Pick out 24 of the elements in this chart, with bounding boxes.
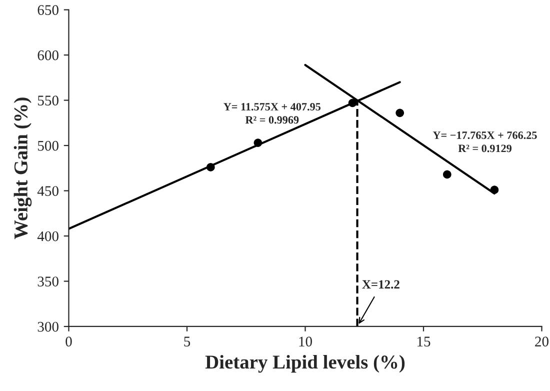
y-tick-label: 650 [38,5,58,15]
y-tick-label: 350 [38,276,58,286]
point [396,108,404,118]
point [442,170,452,179]
annotation: Y= 11.575X + 407.95 R² = 0.9969 [224,102,321,124]
x-tick-label: 5 [184,336,190,346]
y-tick-label: 300 [38,322,58,332]
y-axis-title: Weight Gain (%) [14,98,32,240]
point [348,98,357,108]
x-tick-label: 20 [535,336,548,346]
y-tick-label: 450 [37,186,58,196]
point [206,163,215,172]
x-tick-label: 10 [299,336,312,346]
x-axis-title: Dietary Lipid levels (%) [205,354,405,373]
y-tick-label: 500 [38,140,58,151]
point [254,138,262,147]
y-tick-label: 550 [38,96,58,106]
annotation: Y= −17.765X + 766.25 R² = 0.9129 [432,132,537,152]
annotation: X=12.2 [362,280,400,289]
x-tick-label: 15 [417,336,430,346]
x-tick-label: 0 [66,336,72,346]
y-tick-label: 400 [37,231,58,242]
y-tick-label: 600 [38,50,58,60]
point [490,186,499,194]
